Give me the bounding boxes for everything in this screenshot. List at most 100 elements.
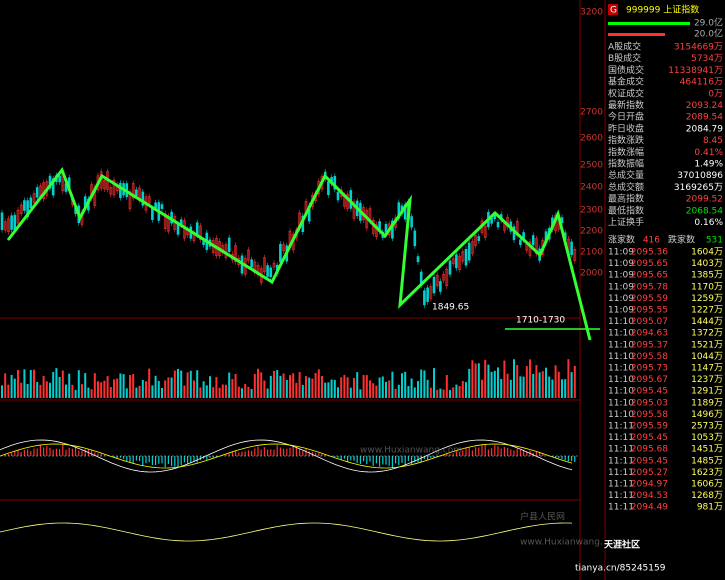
bar-label: 29.0亿: [694, 17, 723, 29]
volume-bar: [55, 368, 58, 398]
trade-volume: 1372万: [691, 329, 723, 339]
candle-body: [375, 224, 378, 237]
volume-bar: [362, 375, 365, 398]
y-tick-label: 2400: [580, 183, 603, 193]
watermark: 天涯社区: [604, 539, 640, 551]
indicator-line: [0, 522, 573, 542]
badge-text: G: [610, 6, 617, 16]
volume-bar: [218, 387, 221, 398]
y-tick-label: 2500: [580, 161, 603, 171]
candle-body: [448, 260, 452, 275]
trade-volume: 1291万: [691, 387, 723, 397]
volume-bar: [349, 387, 352, 398]
panel-value: 0万: [708, 89, 723, 99]
volume-bar: [324, 382, 327, 398]
panel-value: 2089.54: [686, 113, 723, 123]
candle-body: [141, 191, 145, 206]
trade-volume: 1485万: [691, 456, 723, 466]
trade-time: 11:10: [608, 398, 634, 408]
watermark: www.Huxianwang.com: [360, 446, 462, 456]
volume-bar: [548, 376, 551, 398]
volume-bar: [439, 388, 442, 398]
candle-body: [336, 191, 340, 201]
volume-bar: [164, 380, 167, 398]
candle-body: [429, 286, 433, 299]
candle-body: [573, 249, 577, 261]
candle-body: [247, 249, 250, 261]
volume-bar: [455, 384, 458, 398]
panel-label: 基金成交: [608, 76, 644, 88]
volume-bar: [433, 368, 435, 398]
volume-bar: [308, 377, 311, 398]
panel-value: 3169265万: [674, 183, 723, 193]
volume-bar: [509, 379, 512, 398]
panel-value: 8.45: [703, 136, 723, 146]
volume-bar: [295, 382, 298, 398]
volume-bar: [58, 376, 61, 398]
trade-time: 11:11: [608, 456, 634, 466]
candle-body: [477, 236, 481, 241]
trade-price: 2095.68: [631, 445, 668, 455]
volume-bar: [173, 370, 176, 398]
panel-value: 0.16%: [694, 218, 723, 228]
candle-body: [234, 245, 237, 262]
volume-bar: [269, 375, 272, 398]
candle-body: [263, 257, 266, 273]
trade-price: 2095.58: [631, 410, 668, 420]
candle-body: [451, 258, 455, 264]
panel-label: 最低指数: [608, 204, 644, 216]
volume-bar: [263, 380, 266, 398]
volume-bar: [71, 384, 74, 398]
volume-bar: [420, 369, 423, 398]
panel-label: 昨日收盘: [608, 122, 644, 134]
volume-bar: [68, 373, 71, 398]
volume-bar: [225, 384, 227, 398]
volume-bar: [468, 368, 471, 398]
volume-bar: [365, 375, 368, 398]
trade-time: 11:11: [608, 445, 634, 455]
candle-body: [467, 242, 471, 261]
volume-bar: [29, 370, 32, 398]
candle-body: [439, 281, 442, 292]
volume-bar: [493, 370, 496, 398]
trade-time: 11:10: [608, 387, 634, 397]
panel-value: 1.49%: [694, 160, 723, 170]
volume-bar: [391, 371, 394, 398]
volume-bar: [52, 371, 55, 398]
volume-bar: [292, 373, 295, 398]
candle-body: [279, 243, 282, 263]
panel-value: 5734万: [691, 54, 723, 64]
panel-value: 3154669万: [674, 43, 723, 53]
panel-label: 最新指数: [608, 99, 644, 111]
volume-bar: [503, 360, 506, 398]
low-label: 1849.65: [432, 303, 469, 313]
candle-body: [112, 179, 116, 196]
trade-time: 11:10: [608, 352, 634, 362]
candle-body: [109, 187, 113, 195]
volume-bar: [413, 387, 416, 398]
volume-bar: [180, 370, 183, 398]
volume-bar: [394, 388, 397, 398]
panel-value: 11338941万: [668, 66, 723, 76]
volume-bar: [215, 377, 218, 398]
y-tick-label: 2000: [580, 269, 603, 279]
volume-bar: [353, 377, 355, 398]
volume-bar: [522, 376, 525, 398]
volume-bar: [276, 370, 279, 398]
volume-bar: [410, 378, 413, 398]
volume-bar: [17, 369, 19, 398]
volume-bar: [135, 387, 138, 398]
volume-bar: [250, 389, 253, 398]
volume-bar: [145, 381, 147, 398]
volume-bar: [333, 379, 336, 398]
down-count: 531: [706, 236, 723, 246]
trade-price: 2094.97: [631, 480, 668, 490]
volume-bar: [119, 373, 122, 398]
target-label: 1710-1730: [516, 316, 565, 326]
candle-body: [131, 183, 135, 199]
volume-bar: [570, 372, 573, 398]
trade-time: 11:11: [608, 468, 634, 478]
trade-time: 11:09: [608, 294, 634, 304]
trade-price: 2095.45: [631, 456, 668, 466]
panel-label: 国债成交: [608, 64, 644, 76]
